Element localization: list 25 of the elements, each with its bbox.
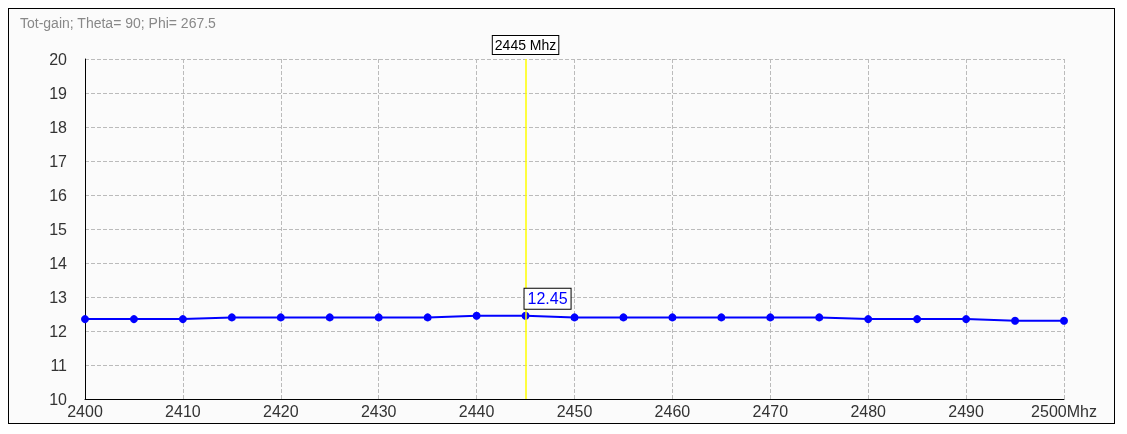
- x-tick-label: 2470: [752, 402, 789, 420]
- y-tick-label: 13: [49, 288, 68, 306]
- y-tick-label: 14: [49, 254, 68, 272]
- y-tick-label: 20: [49, 50, 68, 68]
- x-tick-label: 2490: [948, 402, 984, 420]
- x-tick-label: 2400: [67, 402, 103, 420]
- x-tick-label: 2460: [654, 402, 691, 420]
- y-tick-label: 11: [50, 356, 68, 374]
- y-tick-label: 18: [49, 118, 68, 136]
- x-tick-label: 2420: [263, 402, 299, 420]
- x-tick-label: 2480: [850, 402, 887, 420]
- y-tick-label: 19: [49, 84, 68, 102]
- x-tick-label: 2430: [360, 402, 397, 420]
- annotation: 12.45: [527, 290, 568, 308]
- y-tick-label: 17: [49, 152, 68, 170]
- chart-title: Tot-gain; Theta= 90; Phi= 267.5: [20, 15, 217, 31]
- x-tick-label: 2450: [556, 402, 593, 420]
- x-tick-label: 2500Mhz: [1031, 402, 1097, 420]
- ref-line-label: 2445 Mhz: [494, 37, 557, 53]
- y-tick-label: 12: [49, 322, 68, 340]
- x-tick-label: 2410: [165, 402, 201, 420]
- y-tick-label: 10: [49, 390, 68, 408]
- y-tick-label: 16: [49, 186, 68, 204]
- y-tick-label: 15: [49, 220, 68, 238]
- x-tick-label: 2440: [458, 402, 495, 420]
